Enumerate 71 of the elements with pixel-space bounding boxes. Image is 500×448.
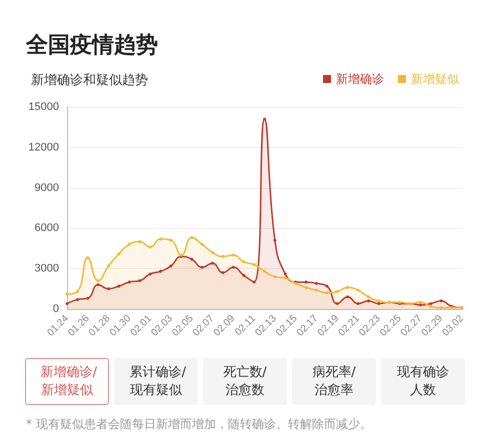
text: 新增确诊/新增疑似 <box>40 364 98 400</box>
legend-label: 新增疑似 <box>411 72 459 86</box>
y-tick-label: 3000 <box>34 262 59 275</box>
point <box>242 274 246 277</box>
chart-subtitle: 新增确诊和疑似趋势 <box>31 72 148 87</box>
point <box>263 118 266 121</box>
point <box>377 299 380 302</box>
point <box>169 238 172 242</box>
point <box>117 284 120 288</box>
y-tick-label: 0 <box>52 303 59 315</box>
point <box>356 288 360 292</box>
point <box>314 282 318 285</box>
text: * 现有疑似患者会随每日新增而增加，随转确诊、转解除而减少。 <box>26 416 372 433</box>
point <box>429 304 432 308</box>
point <box>284 272 287 276</box>
point <box>356 302 360 306</box>
point <box>418 300 422 304</box>
point <box>86 256 90 260</box>
point <box>128 280 131 284</box>
point <box>336 290 339 293</box>
point <box>128 242 131 246</box>
point <box>252 263 256 266</box>
point <box>107 264 110 268</box>
point <box>325 284 328 288</box>
text: 死亡数/治愈数 <box>222 364 268 400</box>
legend-label: 新增确诊 <box>336 72 384 86</box>
point <box>200 242 204 246</box>
point <box>314 288 318 292</box>
point <box>440 299 443 302</box>
point <box>76 298 79 302</box>
y-tick-label: 9000 <box>34 182 59 194</box>
point <box>440 306 443 310</box>
point <box>148 246 152 249</box>
point <box>325 291 328 294</box>
text: 现有确诊人数 <box>396 364 450 400</box>
point <box>66 302 68 306</box>
point <box>304 280 308 284</box>
point <box>366 295 370 298</box>
point <box>138 279 142 282</box>
point <box>190 236 194 240</box>
y-tick-label: 15000 <box>28 101 59 113</box>
y-tick-label: 12000 <box>28 141 59 154</box>
y-tick-label: 6000 <box>34 222 59 234</box>
point <box>66 292 68 296</box>
point <box>200 266 204 269</box>
point <box>96 279 100 282</box>
point <box>336 302 339 306</box>
point <box>273 238 276 242</box>
point <box>242 260 246 264</box>
point <box>86 296 90 300</box>
point <box>429 302 432 306</box>
point <box>211 250 214 254</box>
point <box>366 299 370 302</box>
point <box>284 276 287 280</box>
point <box>76 290 79 293</box>
text: 病死率/治愈率 <box>311 364 357 400</box>
chart-title: 全国疫情趋势 <box>26 32 158 60</box>
point <box>263 270 266 273</box>
point <box>232 266 235 269</box>
point <box>169 264 172 268</box>
point <box>273 275 276 278</box>
point <box>346 295 350 298</box>
point <box>232 254 235 257</box>
point <box>221 271 224 274</box>
point <box>211 262 214 265</box>
point <box>117 252 120 256</box>
point <box>107 287 110 290</box>
point <box>159 270 162 273</box>
text: 累计确诊/现有疑似 <box>130 364 186 400</box>
point <box>148 272 152 276</box>
point <box>252 280 256 284</box>
